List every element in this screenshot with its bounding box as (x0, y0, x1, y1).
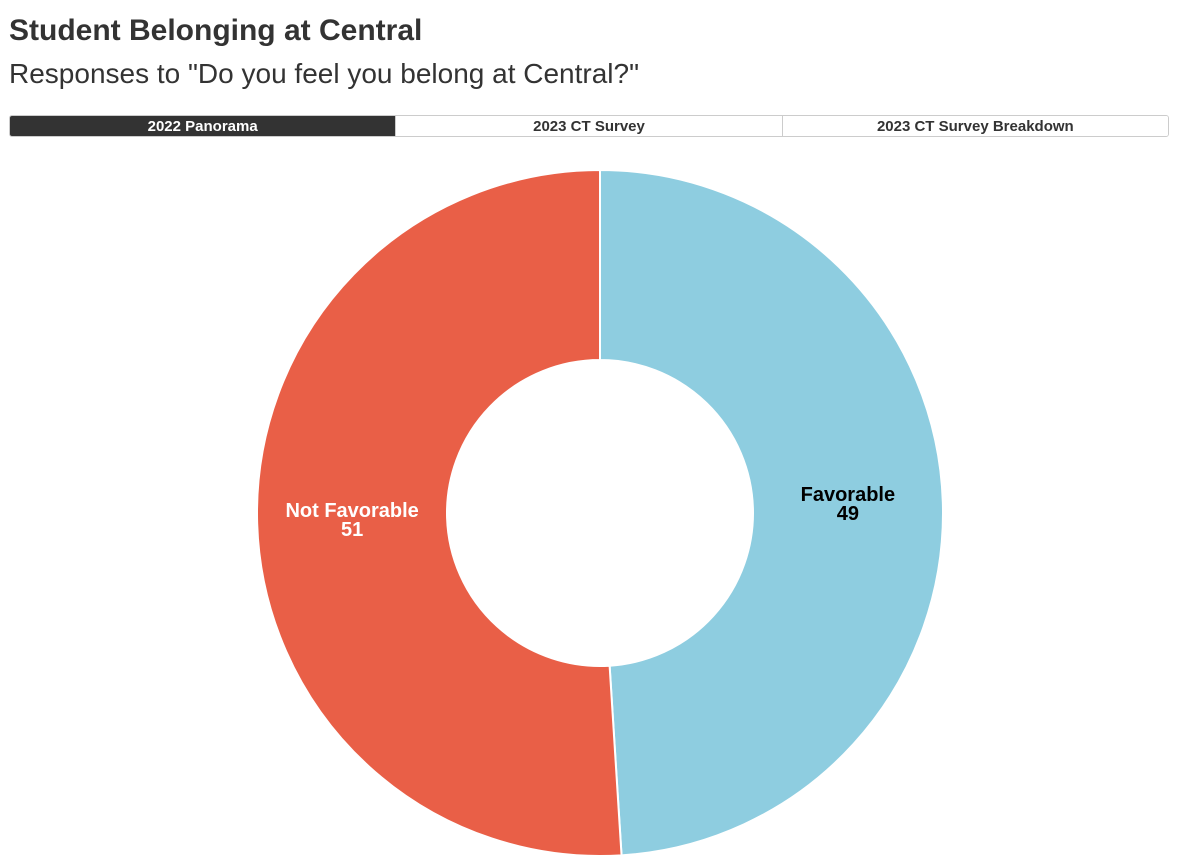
slice-label-favorable: Favorable (801, 484, 895, 506)
slice-favorable[interactable] (599, 169, 944, 857)
tab-2023-ct-survey-breakdown[interactable]: 2023 CT Survey Breakdown (781, 116, 1168, 136)
tab-bar: 2022 Panorama 2023 CT Survey 2023 CT Sur… (9, 115, 1169, 137)
page-subtitle: Responses to "Do you feel you belong at … (9, 58, 640, 89)
tab-2023-ct-survey[interactable]: 2023 CT Survey (395, 116, 782, 136)
tab-2022-panorama[interactable]: 2022 Panorama (10, 116, 396, 136)
slice-value-favorable: 49 (837, 503, 859, 525)
slice-not-favorable[interactable] (256, 169, 623, 857)
page-title: Student Belonging at Central (9, 14, 423, 47)
slice-value-not-favorable: 51 (341, 519, 363, 541)
slice-label-not-favorable: Not Favorable (285, 500, 418, 522)
